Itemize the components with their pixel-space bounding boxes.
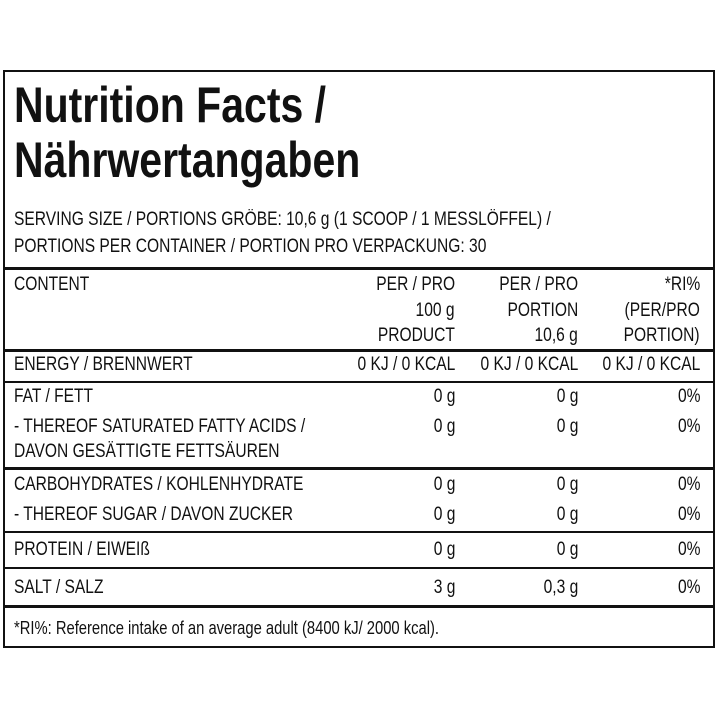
text-span: CARBOHYDRATES / KOHLENHYDRATE	[14, 474, 304, 495]
text-span: - THEREOF SUGAR / DAVON ZUCKER	[14, 504, 294, 525]
title: Nährwertangaben	[14, 132, 436, 188]
nutrition-label	[3, 70, 715, 648]
text-span: (PER/PRO	[624, 300, 700, 321]
text-span: 0%	[677, 474, 700, 495]
text-span: 0 KJ / 0 KCAL	[602, 354, 700, 375]
row-value: 0 g	[429, 503, 455, 527]
row-value: 0 g	[552, 503, 578, 527]
text-span: SALT / SALZ	[14, 577, 104, 598]
serving: SERVING SIZE / PORTIONS GRÖBE: 10,6 g (1…	[14, 208, 669, 232]
separator	[5, 381, 715, 383]
row-value: 0 g	[429, 385, 455, 409]
text-span: 0 g	[433, 504, 455, 525]
row-value: 0 KJ / 0 KCAL	[336, 353, 455, 377]
row-label: FAT / FETT	[14, 385, 110, 409]
text-span: 3 g	[433, 577, 455, 598]
header-cell: 10,6 g	[525, 324, 578, 348]
text-span: 0,3 g	[543, 577, 578, 598]
header-cell: PER / PRO	[359, 273, 455, 297]
row-value: 3 g	[429, 576, 455, 600]
text-span: 0 g	[433, 416, 455, 437]
row-value: 0 g	[429, 415, 455, 439]
header-cell: PORTION	[492, 299, 578, 323]
text-span: *RI%: Reference intake of an average adu…	[14, 618, 440, 638]
header-cell: *RI%	[657, 273, 700, 297]
row-value: 0 g	[552, 538, 578, 562]
text-span: *RI%	[664, 274, 700, 295]
row-value: 0%	[673, 503, 700, 527]
row-label: SALT / SALZ	[14, 576, 123, 600]
text-span: 0 g	[433, 386, 455, 407]
serving: PORTIONS PER CONTAINER / PORTION PRO VER…	[14, 235, 590, 259]
text-span: FAT / FETT	[14, 386, 94, 407]
separator	[5, 567, 715, 569]
text-span: SERVING SIZE / PORTIONS GRÖBE: 10,6 g (1…	[14, 209, 551, 230]
row-value: 0%	[673, 538, 700, 562]
row-value: 0%	[673, 385, 700, 409]
text-span: 10,6 g	[534, 325, 578, 346]
row-label: - THEREOF SUGAR / DAVON ZUCKER	[14, 503, 354, 527]
row-value: 0 g	[552, 415, 578, 439]
text-span: PER / PRO	[499, 274, 578, 295]
text-span: 0%	[677, 539, 700, 560]
separator	[5, 531, 715, 533]
text-span: PORTION	[507, 300, 578, 321]
header-cell: PRODUCT	[361, 324, 455, 348]
text-span: - THEREOF SATURATED FATTY ACIDS /	[14, 416, 306, 437]
text-span: 100 g	[416, 300, 455, 321]
text-span: 0 g	[556, 474, 578, 495]
row-value: 0 KJ / 0 KCAL	[581, 353, 700, 377]
text-span: 0 g	[556, 539, 578, 560]
row-label: DAVON GESÄTTIGTE FETTSÄUREN	[14, 440, 338, 464]
text-span: 0 KJ / 0 KCAL	[357, 354, 455, 375]
text-span: 0%	[677, 504, 700, 525]
row-value: 0 g	[552, 473, 578, 497]
row-value: 0 g	[429, 473, 455, 497]
text-span: 0 g	[556, 386, 578, 407]
text-span: 0 g	[433, 474, 455, 495]
text-span: Nutrition Facts /	[14, 77, 327, 133]
row-value: 0%	[673, 576, 700, 600]
header-cell: PER / PRO	[482, 273, 578, 297]
header-cell: CONTENT	[14, 273, 106, 297]
footnote: *RI%: Reference intake of an average adu…	[14, 616, 532, 640]
text-span: PORTION)	[624, 325, 700, 346]
separator	[5, 348, 715, 352]
text-span: PROTEIN / EIWEIß	[14, 539, 150, 560]
text-span: 0 g	[433, 539, 455, 560]
row-value: 0%	[673, 473, 700, 497]
text-span: 0%	[677, 386, 700, 407]
row-label: CARBOHYDRATES / KOHLENHYDRATE	[14, 473, 367, 497]
row-value: 0,3 g	[536, 576, 578, 600]
separator	[5, 604, 715, 608]
text-span: 0 g	[556, 416, 578, 437]
text-span: PORTIONS PER CONTAINER / PORTION PRO VER…	[14, 236, 487, 257]
header-cell: (PER/PRO	[608, 299, 700, 323]
text-span: 0 g	[556, 504, 578, 525]
text-span: PRODUCT	[377, 325, 455, 346]
separator	[5, 266, 715, 270]
header-cell: PORTION)	[607, 324, 700, 348]
row-value: 0%	[673, 415, 700, 439]
row-label: PROTEIN / EIWEIß	[14, 538, 180, 562]
row-label: - THEREOF SATURATED FATTY ACIDS /	[14, 415, 369, 439]
text-span: Nährwertangaben	[14, 132, 361, 188]
row-label: ENERGY / BRENNWERT	[14, 353, 232, 377]
row-value: 0 g	[429, 538, 455, 562]
title: Nutrition Facts /	[14, 77, 395, 133]
text-span: DAVON GESÄTTIGTE FETTSÄUREN	[14, 441, 280, 462]
row-value: 0 KJ / 0 KCAL	[459, 353, 578, 377]
text-span: ENERGY / BRENNWERT	[14, 354, 193, 375]
text-span: 0 KJ / 0 KCAL	[480, 354, 578, 375]
separator	[5, 466, 715, 470]
row-value: 0 g	[552, 385, 578, 409]
text-span: 0%	[677, 577, 700, 598]
text-span: PER / PRO	[376, 274, 455, 295]
text-span: 0%	[677, 416, 700, 437]
header-cell: 100 g	[407, 299, 455, 323]
text-span: CONTENT	[14, 274, 90, 295]
